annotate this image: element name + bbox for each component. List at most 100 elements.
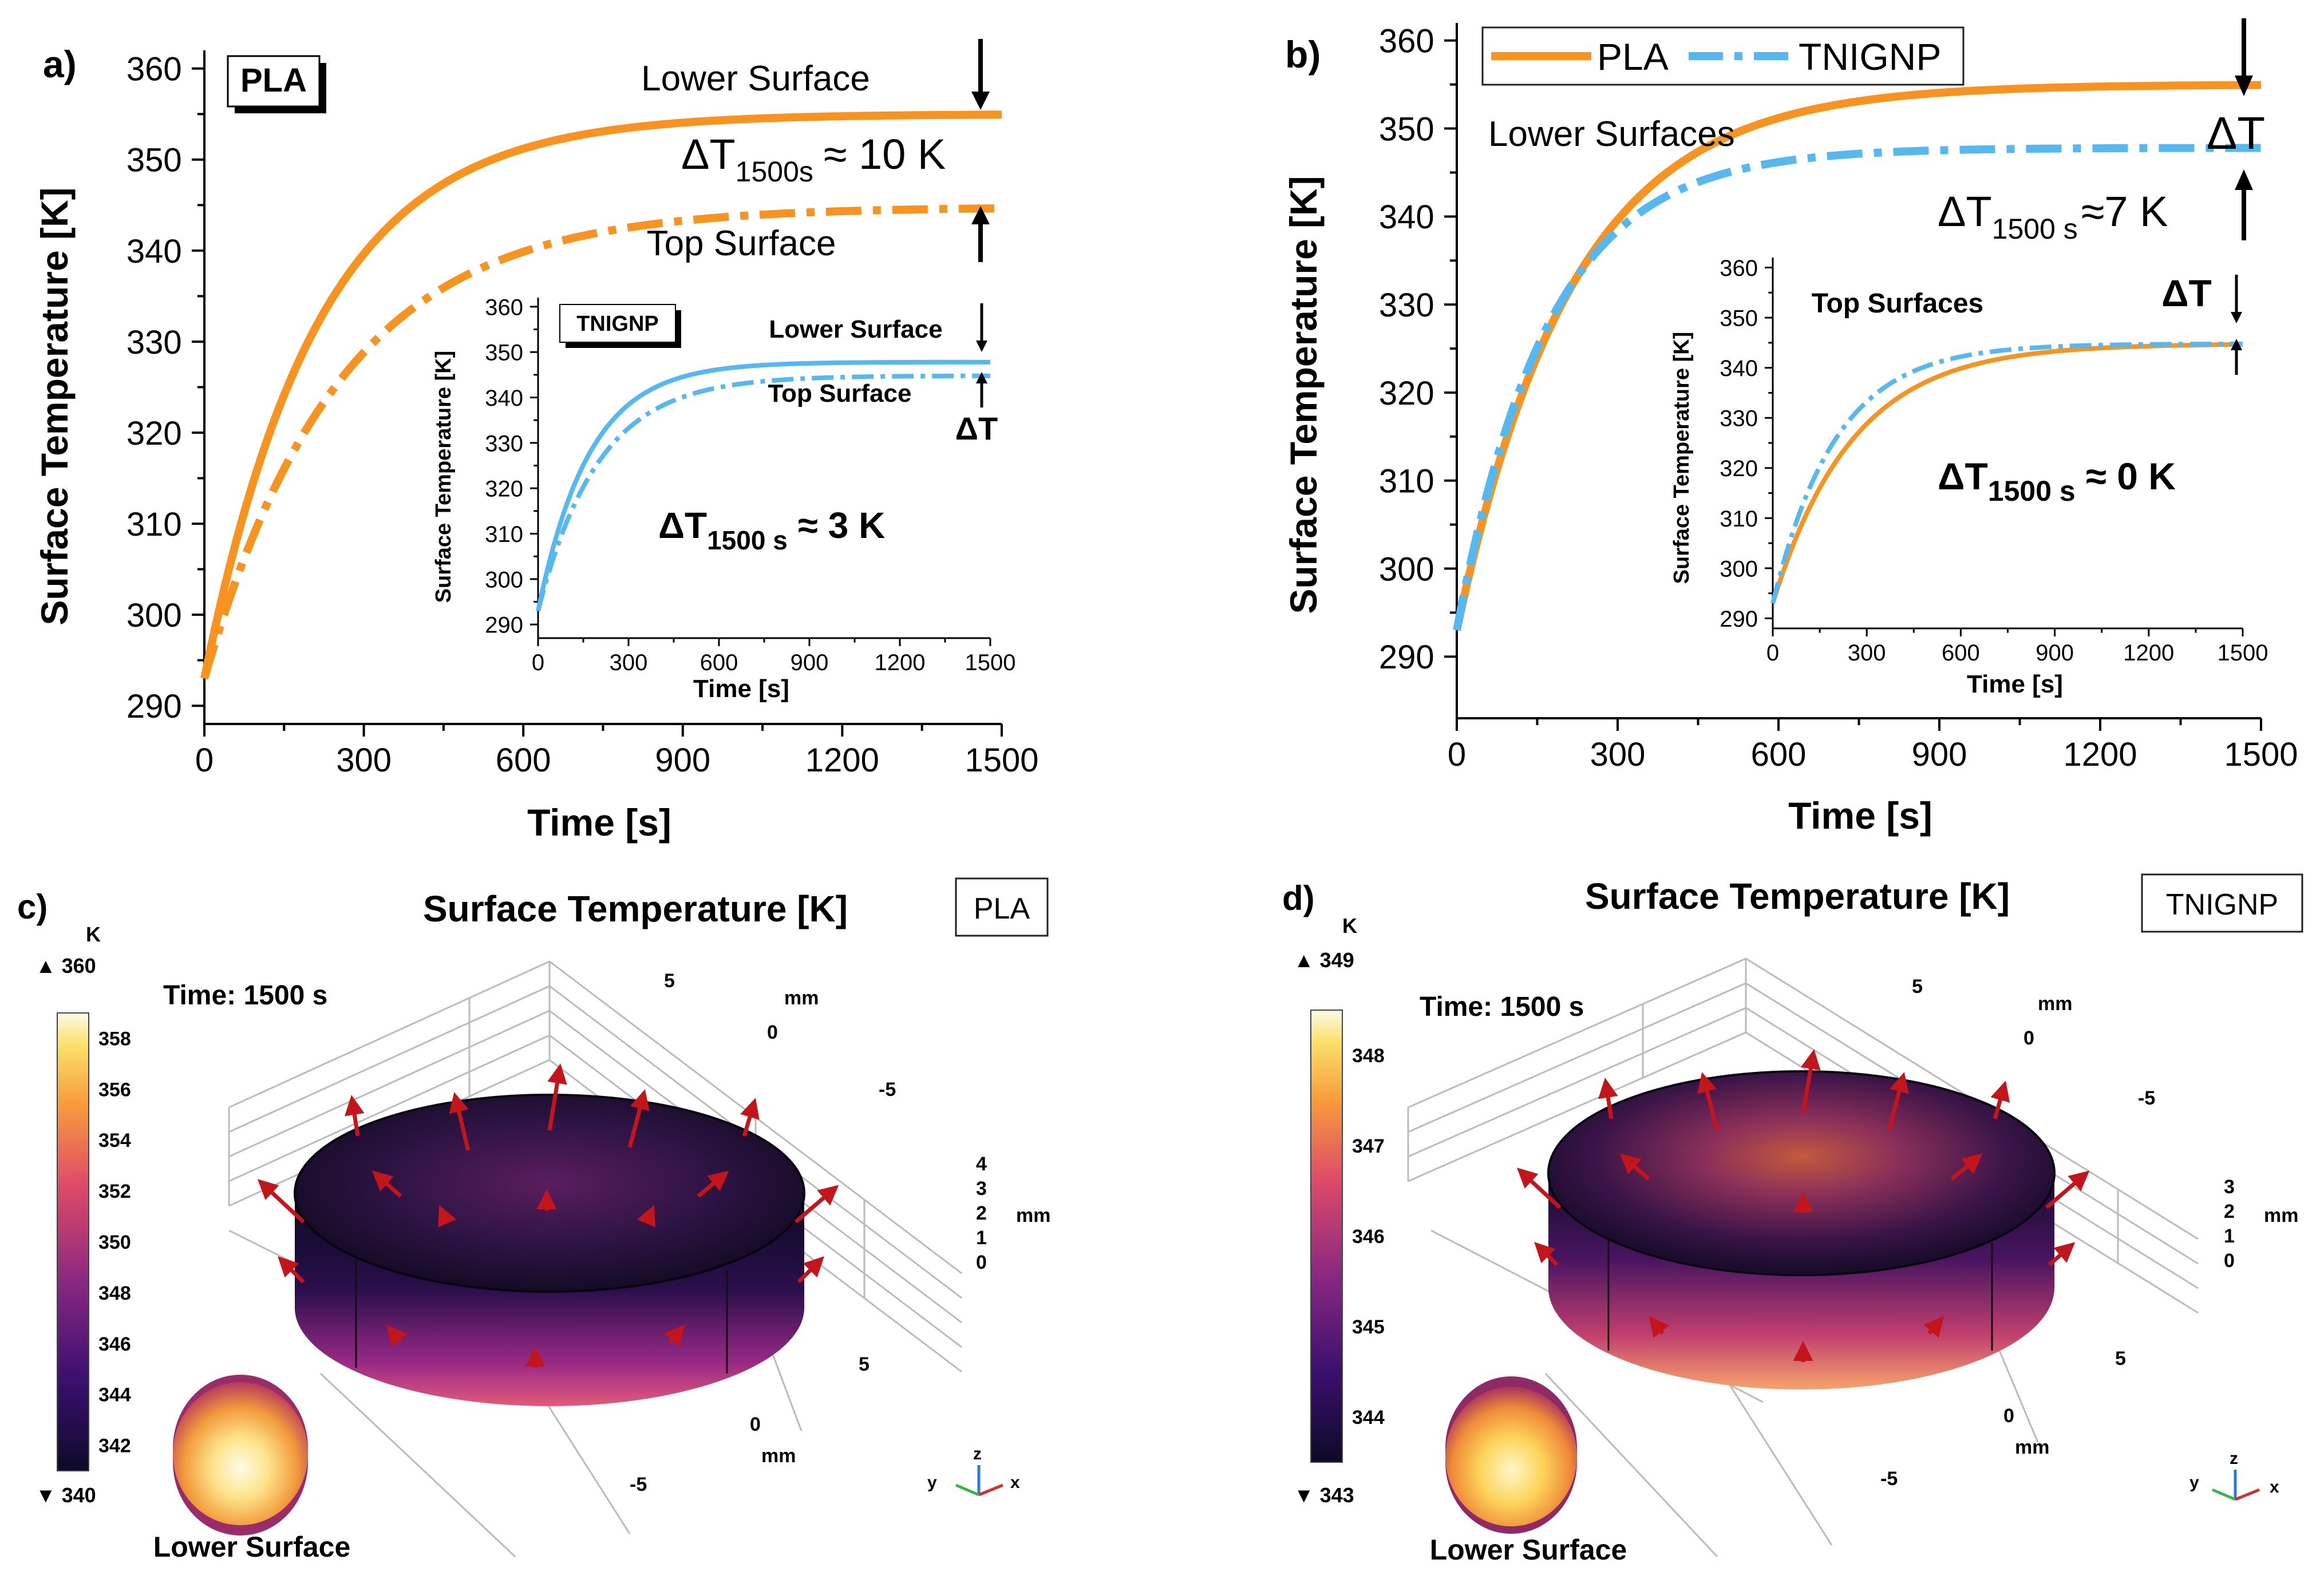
panel-a: a) Surface Temperature [K] Time [s] 0 300… <box>33 39 1042 844</box>
inset-a-y-tick-label: 350 <box>485 341 523 366</box>
panel-c-colorbar-ticks: 358 356 354 352 350 348 346 344 342 <box>98 1028 131 1457</box>
colorbar-tick-label: 352 <box>98 1181 131 1202</box>
inset-a-x-tick-label: 1500 <box>965 650 1016 675</box>
inset-b-y-tick-label: 350 <box>1720 306 1758 331</box>
inset-a-y-tick-label: 340 <box>485 386 523 411</box>
pc-xaxis-5: 5 <box>859 1353 869 1375</box>
pd-triad-z: z <box>2230 1449 2238 1468</box>
pd-z-1: 1 <box>2224 1225 2235 1247</box>
inset-a-delta-3k-label: ΔT1500 s ≈ 3 K <box>658 505 885 555</box>
top-surfaces-label: Top Surfaces <box>1812 288 1984 319</box>
pc-z-3: 3 <box>976 1178 987 1200</box>
pd-xaxis-unit: mm <box>2015 1436 2049 1458</box>
panel-d-title: Surface Temperature [K] <box>1585 876 2010 917</box>
delta-t-0k-value: ≈ 0 K <box>2086 455 2176 497</box>
inset-a-x-tick-label: 300 <box>610 650 648 675</box>
inset-a-y-tick-label: 320 <box>485 477 523 502</box>
panel-d-colorbar-ticks: 348 347 346 345 344 <box>1352 1045 1385 1428</box>
pc-xaxis--5: -5 <box>630 1474 647 1495</box>
pc-yaxis-unit: mm <box>784 987 819 1009</box>
delta-t-10k-main: ΔT <box>681 130 736 178</box>
panel-c-lower-surface-label: Lower Surface <box>153 1531 351 1563</box>
inset-a-y-tick-label: 360 <box>485 295 523 320</box>
panel-a-y-tick-label: 290 <box>127 688 182 725</box>
pc-yaxis--5: -5 <box>879 1079 896 1101</box>
inset-a-delta-3k-sub: 1500 s <box>707 525 788 555</box>
panel-a-y-tick-label: 340 <box>127 233 182 270</box>
panel-d-axis-triad: z y x <box>2189 1449 2279 1501</box>
pd-yaxis-5: 5 <box>1912 976 1923 998</box>
panel-b-series <box>1453 81 2262 631</box>
inset-a-series <box>536 359 990 612</box>
delta-t-arrows-b <box>2235 18 2253 240</box>
colorbar-tick-label: 356 <box>98 1079 131 1101</box>
panel-a-y-axis-title: Surface Temperature [K] <box>33 187 76 625</box>
inset-a-x-tick-label: 0 <box>532 650 544 675</box>
pla-badge-text: PLA <box>240 62 307 99</box>
panel-c-disk <box>294 1094 805 1406</box>
pc-z-0: 0 <box>976 1252 987 1273</box>
inset-a-delta-t-label: ΔT <box>955 410 998 446</box>
inset-a-top-surface-label: Top Surface <box>768 379 911 407</box>
panel-b-axes: 0 300 600 900 1200 1500 290 300 310 320 330 340 350 3… <box>1379 23 2298 773</box>
inset-b-y-tick-label: 320 <box>1720 456 1758 481</box>
inset-b-x-tick-label: 600 <box>1942 640 1980 666</box>
colorbar-tick-label: 348 <box>1352 1045 1385 1067</box>
colorbar-tick-label: 346 <box>98 1333 131 1355</box>
pd-z-0: 0 <box>2224 1250 2235 1272</box>
pd-z-3: 3 <box>2224 1176 2235 1198</box>
panel-a-x-axis-title: Time [s] <box>527 801 671 844</box>
panel-c-colorbar <box>57 1012 89 1471</box>
panel-a-axes: 0 300 600 900 1200 1500 290 300 310 320 330 340 350 3… <box>127 50 1039 779</box>
pc-xaxis-0: 0 <box>750 1414 761 1435</box>
panel-c-heat-arrows <box>257 1063 839 1368</box>
inset-a-y-tick-label: 290 <box>485 613 523 638</box>
colorbar-tick-label: 347 <box>1352 1135 1385 1157</box>
inset-a-y-tick-label: 310 <box>485 522 523 547</box>
panel-d-badge: TNIGNP <box>2141 873 2303 933</box>
pc-yaxis-0: 0 <box>767 1022 778 1043</box>
panel-c-range-min: ▼ 340 <box>35 1483 96 1507</box>
inset-b-y-tick-label: 310 <box>1720 506 1758 532</box>
pc-yaxis-5: 5 <box>664 970 675 992</box>
inset-a-series-lower-surface <box>536 359 990 612</box>
pc-xaxis-unit: mm <box>761 1445 796 1467</box>
colorbar-tick-label: 350 <box>98 1232 131 1253</box>
panel-b-x-tick-label: 1500 <box>2224 736 2298 773</box>
inset-b-x-axis-title: Time [s] <box>1967 670 2063 698</box>
panel-b-label: b) <box>1285 33 1321 76</box>
inset-a-x-tick-label: 1200 <box>875 650 926 675</box>
inset-a-x-tick-label: 600 <box>700 650 738 675</box>
inset-a-x-axis-title: Time [s] <box>693 675 789 703</box>
panel-c-title: Surface Temperature [K] <box>423 888 848 929</box>
panel-d-colorbar <box>1310 1010 1343 1463</box>
panel-c-axis-ticks: 5 0 -5 mm 4 3 2 1 0 mm 5 0 mm -5 <box>630 970 1050 1495</box>
inset-b-axes: 0 300 600 900 1200 1500 290 300 310 320 330 340 350 3… <box>1720 256 2268 666</box>
lower-surface-label: Lower Surface <box>641 59 870 98</box>
panel-b-legend: PLA TNIGNP <box>1481 26 1965 86</box>
panel-d-unit: K <box>1342 914 1357 937</box>
inset-b-y-axis-title: Surface Temperature [K] <box>1670 332 1694 584</box>
delta-t-0k-label: ΔT1500 s ≈ 0 K <box>1938 455 2176 507</box>
panel-c-label: c) <box>17 888 48 926</box>
pd-yaxis-0: 0 <box>2023 1027 2034 1049</box>
colorbar-tick-label: 344 <box>1352 1407 1385 1428</box>
inset-b-x-tick-label: 1500 <box>2218 640 2268 666</box>
tnignp-badge-a-text: TNIGNP <box>576 312 659 336</box>
pc-triad-x: x <box>1010 1473 1020 1492</box>
pd-triad-x: x <box>2270 1478 2279 1497</box>
panel-a-label: a) <box>43 43 77 85</box>
panel-b: b) Surface Temperature [K] Time [s] 0 300… <box>1282 18 2298 837</box>
pc-triad-z: z <box>973 1444 982 1463</box>
panel-a-y-tick-label: 310 <box>127 506 182 543</box>
panel-a-inset: 0 300 600 900 1200 1500 290 300 310 320 330 340 350 3… <box>432 286 1042 703</box>
delta-t-7k-label: ΔT1500 s≈7 K <box>1938 188 2168 245</box>
inset-b-x-tick-label: 900 <box>2036 640 2074 666</box>
panel-b-y-axis-title: Surface Temperature [K] <box>1282 176 1325 614</box>
colorbar-tick-label: 345 <box>1352 1316 1385 1338</box>
panel-d-lower-surface-view <box>1445 1376 1577 1534</box>
panel-a-series <box>200 110 1002 680</box>
panel-d-range-min: ▼ 343 <box>1294 1483 1354 1507</box>
panel-c-axis-triad: z y x <box>927 1444 1020 1497</box>
